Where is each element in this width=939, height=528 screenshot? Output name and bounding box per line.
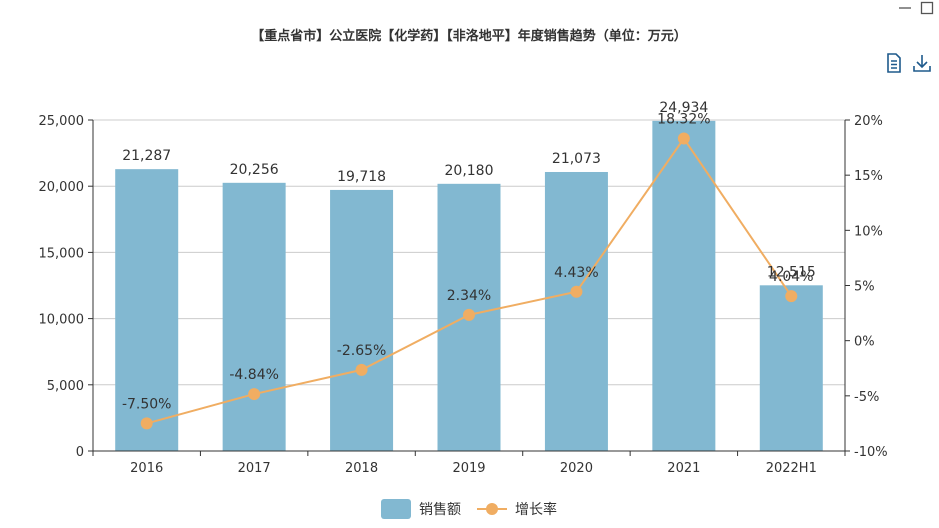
legend-item-growth[interactable]: 增长率	[477, 498, 557, 520]
y-right-tick-label: 20%	[854, 114, 883, 129]
bar-value-label: 20,256	[230, 162, 279, 178]
y-right-tick-label: 0%	[854, 335, 875, 350]
x-tick-label: 2021	[667, 461, 700, 476]
y-right-tick-label: -10%	[854, 445, 888, 460]
y-left-tick-label: 25,000	[39, 114, 85, 129]
growth-value-label: -2.65%	[337, 343, 387, 359]
bar	[115, 169, 179, 451]
growth-value-label: 18.32%	[657, 112, 710, 128]
y-left-tick-label: 10,000	[39, 313, 85, 328]
y-left-tick-label: 20,000	[39, 180, 85, 195]
growth-value-label: 2.34%	[447, 288, 491, 304]
growth-value-label: 4.43%	[554, 265, 598, 281]
bar	[759, 285, 823, 451]
growth-value-label: -7.50%	[122, 396, 172, 412]
bar	[222, 182, 286, 452]
legend-label-sales: 销售额	[419, 502, 461, 518]
y-left-tick-label: 0	[76, 445, 84, 460]
growth-point	[677, 132, 690, 145]
y-left-tick-label: 15,000	[39, 246, 85, 261]
y-right-tick-label: -5%	[854, 390, 879, 405]
growth-value-label: 4.04%	[769, 269, 813, 285]
growth-point	[355, 363, 368, 376]
document-icon[interactable]	[883, 52, 905, 74]
bar	[544, 171, 608, 452]
minimize-icon[interactable]	[897, 0, 913, 16]
bar-value-label: 20,180	[445, 163, 494, 179]
chart-title: 【重点省市】公立医院【化学药】【非洛地平】年度销售趋势（单位：万元）	[251, 28, 687, 44]
x-tick-label: 2017	[238, 461, 271, 476]
bar-value-label: 19,718	[337, 169, 386, 185]
growth-point	[463, 308, 475, 321]
x-tick-label: 2019	[452, 461, 485, 476]
y-right-tick-label: 15%	[854, 169, 883, 184]
growth-point	[785, 290, 798, 303]
bar-value-label: 12,515	[767, 264, 816, 280]
growth-point	[140, 417, 153, 430]
bar-value-label: 21,287	[122, 148, 171, 164]
bar	[330, 189, 394, 451]
legend-item-sales[interactable]: 销售额	[381, 498, 461, 520]
x-tick-label: 2020	[560, 461, 593, 476]
bar	[652, 120, 716, 451]
bar-value-label: 21,073	[552, 151, 601, 167]
growth-point	[248, 388, 261, 401]
y-right-tick-label: 5%	[854, 280, 875, 295]
x-tick-label: 2018	[345, 461, 378, 476]
legend-swatch-line	[477, 499, 507, 519]
legend-swatch-bar	[381, 499, 411, 519]
bar-value-label: 24,934	[659, 100, 708, 116]
y-right-tick-label: 10%	[854, 224, 883, 239]
x-tick-label: 2016	[130, 461, 163, 476]
y-left-tick-label: 5,000	[47, 379, 84, 394]
legend-label-growth: 增长率	[515, 502, 557, 518]
download-icon[interactable]	[911, 52, 933, 74]
growth-point	[570, 285, 583, 298]
x-tick-label: 2022H1	[766, 461, 817, 476]
growth-value-label: -4.84%	[229, 367, 279, 383]
maximize-icon[interactable]	[919, 0, 935, 16]
